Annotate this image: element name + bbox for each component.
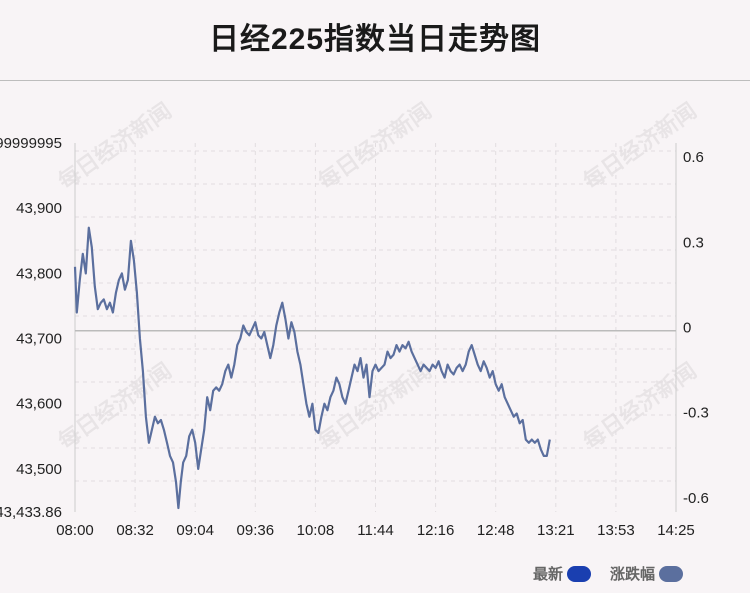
chart-title: 日经225指数当日走势图 <box>208 23 542 56</box>
x-tick-label: 12:16 <box>417 522 455 539</box>
watermark: 每日经济新闻 <box>54 358 176 454</box>
y-left-tick-label: 43,999.99999995 <box>0 135 62 152</box>
x-tick-label: 08:32 <box>116 522 154 539</box>
watermark: 每日经济新闻 <box>54 98 176 194</box>
y-right-tick-label: 0.3 <box>683 234 704 251</box>
gridlines <box>75 143 676 512</box>
x-tick-label: 14:25 <box>657 522 695 539</box>
x-tick-label: 09:36 <box>237 522 275 539</box>
legend-item-change: 涨跌幅 <box>610 563 684 584</box>
y-right-tick-label: -0.6 <box>683 490 709 507</box>
x-tick-label: 13:53 <box>597 522 635 539</box>
y-left-tick-label: 43,700 <box>16 331 62 348</box>
series-line-最新 <box>73 226 551 510</box>
legend-swatch-change <box>659 565 684 582</box>
x-tick-label: 10:08 <box>297 522 335 539</box>
x-tick-labels: 08:00 08:32 09:04 09:36 10:08 11:44 12:16 12:48… <box>56 522 695 539</box>
legend-item-latest: 最新 <box>533 563 592 584</box>
x-tick-label: 12:48 <box>477 522 515 539</box>
y-left-tick-labels: 43,433.86 43,500 43,600 43,700 43,800 43,900 4… <box>0 135 62 521</box>
y-right-tick-label: 0 <box>683 320 691 337</box>
legend-label-latest: 最新 <box>533 566 564 583</box>
watermark: 每日经济新闻 <box>314 358 436 454</box>
y-right-tick-label: -0.3 <box>683 405 709 422</box>
x-tick-label: 11:44 <box>357 522 393 539</box>
y-right-tick-label: 0.6 <box>683 149 704 166</box>
legend-swatch-latest <box>567 565 592 582</box>
y-left-tick-label: 43,433.86 <box>0 504 62 521</box>
y-left-tick-label: 43,500 <box>16 461 62 478</box>
watermark: 每日经济新闻 <box>579 98 701 194</box>
x-tick-label: 08:00 <box>56 522 94 539</box>
x-tick-label: 09:04 <box>176 522 214 539</box>
watermark: 每日经济新闻 <box>314 98 436 194</box>
legend-label-change: 涨跌幅 <box>610 566 656 583</box>
y-left-tick-label: 43,600 <box>16 396 62 413</box>
x-tick-label: 13:21 <box>537 522 575 539</box>
y-right-tick-labels: -0.6 -0.3 0 0.3 0.6 <box>683 149 709 507</box>
title-divider <box>0 80 750 81</box>
y-left-tick-label: 43,900 <box>16 200 62 217</box>
y-left-tick-label: 43,800 <box>16 265 62 282</box>
